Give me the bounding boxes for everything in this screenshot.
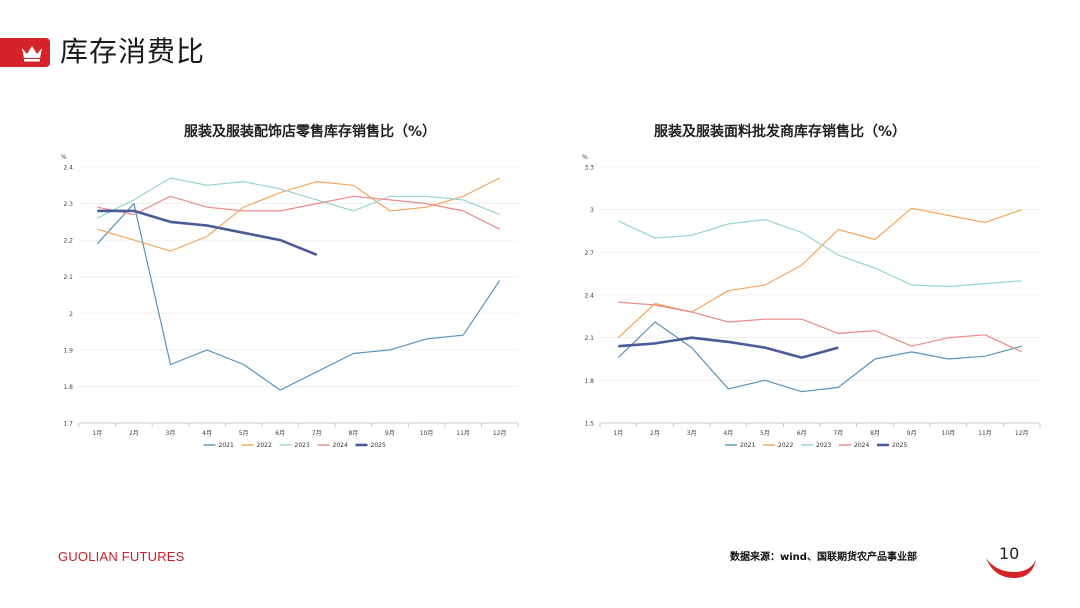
chart-title-wholesale: 服装及服装面料批发商库存销售比（%） xyxy=(653,124,907,140)
y-axis-unit: % xyxy=(582,154,588,161)
x-tick-label: 9月 xyxy=(907,430,917,437)
x-tick-label: 5月 xyxy=(760,430,770,437)
y-tick-label: 2.1 xyxy=(63,274,73,281)
series-line-2025 xyxy=(618,336,839,359)
company-logo: GUOLIAN FUTURES xyxy=(58,549,185,564)
x-tick-label: 7月 xyxy=(833,430,843,437)
data-source: 数据来源：wind、国联期货农产品事业部 xyxy=(730,552,917,563)
y-tick-label: 2.2 xyxy=(63,238,73,245)
x-tick-label: 3月 xyxy=(166,430,176,437)
retail-inventory-chart: 1.7 1.8 1.9 2 2.1 2.2 2.3 2.4% 1月 2月 3月 4月 5月 6月 7月 8月 9… xyxy=(61,154,519,449)
legend-label-2022: 2022 xyxy=(257,442,272,449)
series-line-2022 xyxy=(617,207,1022,339)
x-tick-label: 5月 xyxy=(239,430,249,437)
crown-icon xyxy=(22,46,42,62)
legend-label-2023: 2023 xyxy=(295,442,310,449)
legend-label-2021: 2021 xyxy=(740,442,755,449)
page-title: 库存消费比 xyxy=(60,35,206,68)
y-tick-label: 3.3 xyxy=(584,165,594,172)
logo-sub: FUTURES xyxy=(121,549,185,564)
y-tick-label: 1.8 xyxy=(63,384,73,391)
y-tick-label: 1.8 xyxy=(584,378,594,385)
series-line-2021 xyxy=(617,321,1022,393)
x-tick-label: 1月 xyxy=(613,430,623,437)
series-line-2024 xyxy=(97,195,500,230)
x-tick-label: 4月 xyxy=(202,430,212,437)
series-line-2023 xyxy=(97,177,500,219)
x-tick-label: 4月 xyxy=(723,430,733,437)
x-tick-label: 12月 xyxy=(1015,430,1029,437)
legend-label-2022: 2022 xyxy=(778,442,793,449)
y-tick-label: 2.4 xyxy=(63,165,73,172)
series-line-2023 xyxy=(618,219,1022,288)
x-tick-label: 10月 xyxy=(420,430,434,437)
y-tick-label: 2.7 xyxy=(584,250,594,257)
x-tick-label: 2月 xyxy=(129,430,139,437)
wholesale-inventory-chart: 1.5 1.8 2.1 2.4 2.7 3 3.3% 1月 2月 3月 4月 5月 6月 7月 8月 9月 10… xyxy=(582,154,1041,449)
x-tick-label: 8月 xyxy=(348,430,358,437)
y-tick-label: 1.7 xyxy=(63,421,73,428)
x-tick-label: 3月 xyxy=(687,430,697,437)
legend-label-2025: 2025 xyxy=(371,442,386,449)
series-line-2021 xyxy=(96,203,501,391)
x-tick-label: 6月 xyxy=(797,430,807,437)
x-tick-label: 1月 xyxy=(92,430,102,437)
series-line-2024 xyxy=(618,301,1022,353)
x-tick-label: 7月 xyxy=(312,430,322,437)
x-tick-label: 10月 xyxy=(942,430,956,437)
y-axis-unit: % xyxy=(61,154,67,161)
y-tick-label: 2.3 xyxy=(63,201,73,208)
x-tick-label: 6月 xyxy=(275,430,285,437)
page-number: 10 xyxy=(999,544,1020,563)
y-tick-label: 1.9 xyxy=(63,347,73,354)
chart-title-retail: 服装及服装配饰店零售库存销售比（%） xyxy=(183,124,437,140)
legend-label-2024: 2024 xyxy=(854,442,869,449)
y-tick-label: 2 xyxy=(69,311,73,318)
y-tick-label: 3 xyxy=(590,207,594,214)
x-tick-label: 8月 xyxy=(870,430,880,437)
x-tick-label: 12月 xyxy=(493,430,507,437)
legend-label-2023: 2023 xyxy=(816,442,831,449)
series-line-2025 xyxy=(97,209,318,257)
legend-label-2021: 2021 xyxy=(219,442,234,449)
legend-label-2025: 2025 xyxy=(892,442,907,449)
legend-label-2024: 2024 xyxy=(333,442,348,449)
x-tick-label: 9月 xyxy=(385,430,395,437)
logo-main: GUOLIAN xyxy=(58,549,118,564)
y-tick-label: 2.4 xyxy=(584,293,594,300)
page-swoosh-icon xyxy=(986,558,1036,578)
x-tick-label: 11月 xyxy=(456,430,470,437)
y-tick-label: 2.1 xyxy=(584,335,594,342)
x-tick-label: 2月 xyxy=(650,430,660,437)
y-tick-label: 1.5 xyxy=(584,421,594,428)
x-tick-label: 11月 xyxy=(978,430,992,437)
